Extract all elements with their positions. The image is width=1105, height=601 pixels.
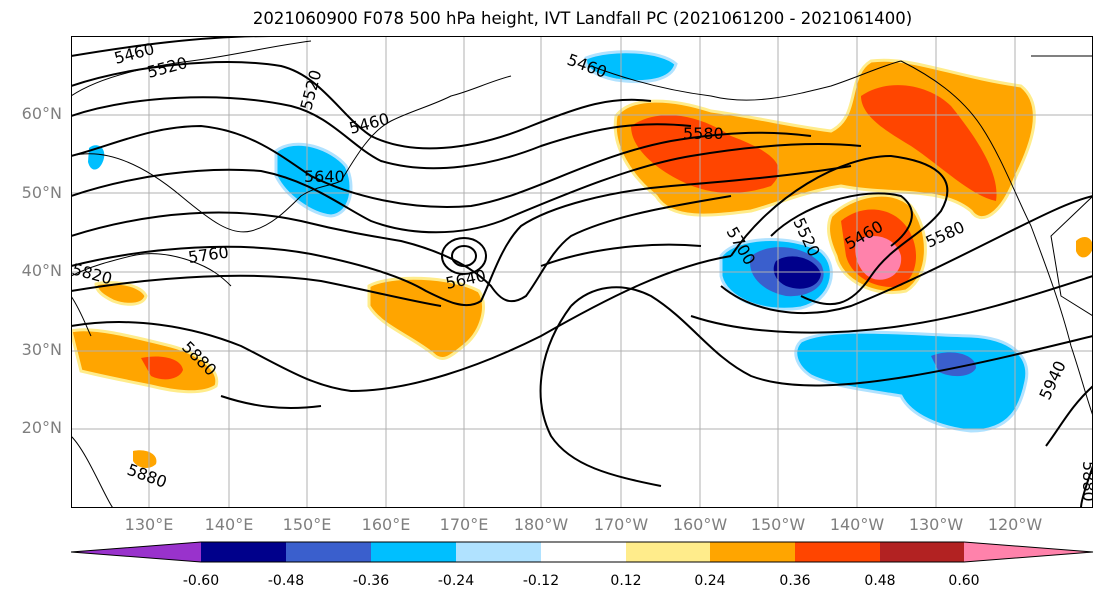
height-contours <box>71 36 1093 508</box>
lon-label: 120°W <box>987 515 1043 534</box>
map-plot: 5460 5520 5520 5460 5460 5640 5760 5820 … <box>71 36 1093 508</box>
lat-label-30n: 30°N <box>21 340 62 359</box>
lon-label: 140°E <box>204 515 254 534</box>
colorbar-tick-label: -0.24 <box>437 573 475 589</box>
colorbar-tick-label: -0.36 <box>352 573 390 589</box>
colorbar-tick-label: -0.48 <box>267 573 305 589</box>
negative-region-chukchi <box>584 50 678 84</box>
contour-label: 5940 <box>1035 358 1069 403</box>
lon-label: 170°E <box>439 515 489 534</box>
positive-region-off-california-core <box>855 236 902 280</box>
colorbar-segment <box>795 542 880 562</box>
lon-label: 180°W <box>513 515 569 534</box>
colorbar-outline <box>71 541 1094 563</box>
lon-label: 160°E <box>361 515 411 534</box>
lon-label: 130°W <box>908 515 964 534</box>
colorbar-segment <box>880 542 964 562</box>
lon-label: 170°W <box>593 515 649 534</box>
contour-label: 5880 <box>1079 461 1093 502</box>
colorbar-tick-label: 0.24 <box>694 573 726 589</box>
colorbar <box>71 541 1094 563</box>
colorbar-segment <box>710 542 795 562</box>
colorbar-tick-label: 0.36 <box>779 573 811 589</box>
contour-label: 5460 <box>347 109 391 138</box>
lat-label-60n: 60°N <box>21 104 62 123</box>
lon-label: 150°E <box>282 515 332 534</box>
contour-label: 5760 <box>187 242 230 266</box>
contour-label: 5880 <box>125 460 170 492</box>
colorbar-segment <box>286 542 371 562</box>
colorbar-high-extend <box>964 542 1093 562</box>
colorbar-tick-label: -0.60 <box>182 573 220 589</box>
lon-label: 150°W <box>750 515 806 534</box>
lat-label-50n: 50°N <box>21 183 62 202</box>
contour-label: 5580 <box>683 124 724 143</box>
plot-border <box>71 36 1093 508</box>
colorbar-tick-label: 0.60 <box>948 573 980 589</box>
contour-label: 5640 <box>304 167 345 186</box>
colorbar-segment <box>201 542 286 562</box>
negative-region-subtropical <box>794 330 1029 433</box>
positive-region-west-coast <box>1076 236 1093 258</box>
colorbar-segment <box>371 542 456 562</box>
colorbar-segment <box>626 542 710 562</box>
lat-label-40n: 40°N <box>21 261 62 280</box>
contour-label: 5820 <box>71 260 114 289</box>
negative-region-central-pacific-core <box>773 256 821 289</box>
colorbar-low-extend <box>71 542 201 562</box>
colorbar-tick-label: -0.12 <box>522 573 560 589</box>
colorbar-tick-label: 0.48 <box>864 573 896 589</box>
colorbar-segment <box>456 542 541 562</box>
lon-label: 160°W <box>672 515 728 534</box>
positive-region-south-china <box>133 450 157 468</box>
graticule <box>71 36 1093 508</box>
shaded-fields <box>71 50 1093 468</box>
colorbar-tick-label: 0.12 <box>610 573 642 589</box>
positive-region-west-subtropical-strong <box>141 356 183 380</box>
positive-region-alaska-panhandle <box>861 85 997 201</box>
colorbar-segment <box>541 542 626 562</box>
lon-label: 130°E <box>124 515 174 534</box>
lat-label-20n: 20°N <box>21 418 62 437</box>
coastlines <box>71 40 1093 508</box>
negative-region-kamchatka-small <box>88 145 105 170</box>
chart-title: 2021060900 F078 500 hPa height, IVT Land… <box>252 9 913 28</box>
lon-label: 140°W <box>829 515 885 534</box>
